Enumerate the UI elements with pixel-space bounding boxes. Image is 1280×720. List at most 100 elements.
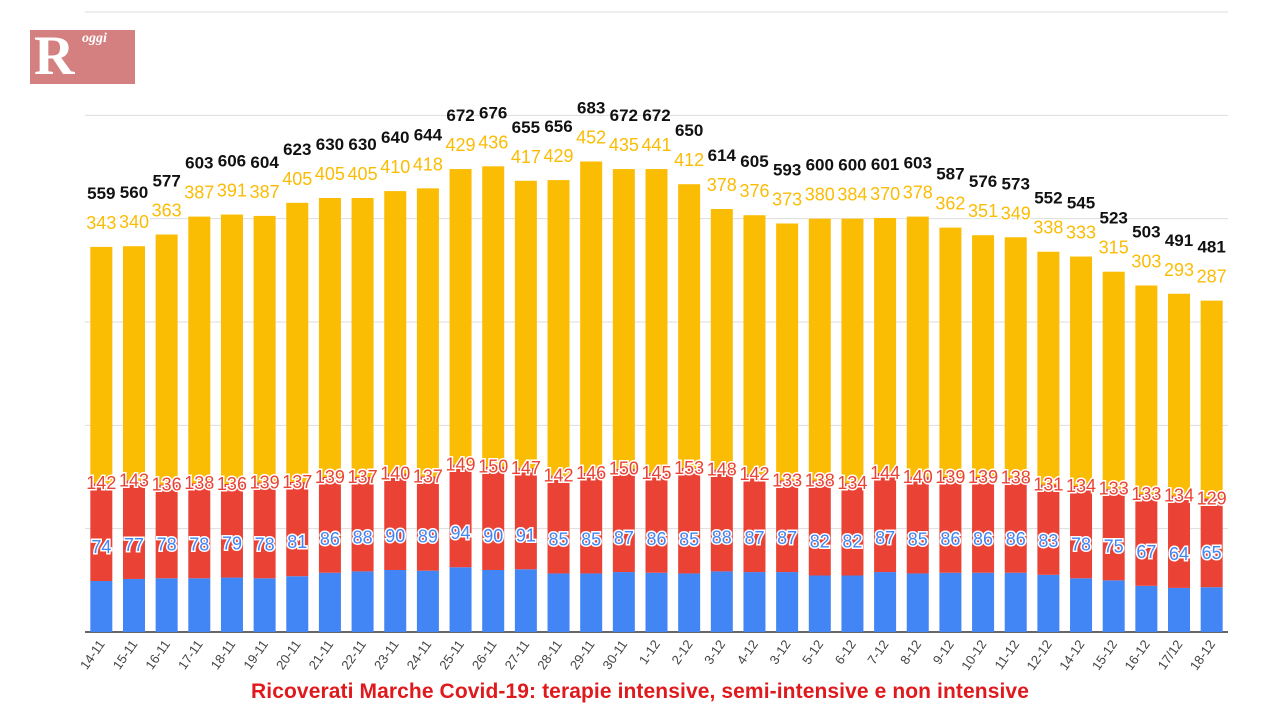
label-non-intensive: 405 xyxy=(282,169,312,189)
x-tick-label: 28-11 xyxy=(534,637,565,672)
bar-non-intensive xyxy=(220,214,243,484)
bar-intensive xyxy=(286,576,309,632)
x-tick-label: 7-12 xyxy=(864,637,891,667)
bar-semi-intensive xyxy=(547,475,570,574)
label-non-intensive: 378 xyxy=(903,183,933,203)
bar-intensive xyxy=(416,570,439,632)
x-tick-label: 11-12 xyxy=(991,637,1022,672)
bar-intensive xyxy=(384,570,407,632)
bar-non-intensive xyxy=(1037,251,1060,485)
label-non-intensive: 315 xyxy=(1099,238,1129,258)
label-intensive: 85 xyxy=(549,529,569,549)
label-semi-intensive: 142 xyxy=(86,473,116,493)
bar-non-intensive xyxy=(612,169,635,469)
label-intensive: 86 xyxy=(320,529,340,549)
label-intensive: 90 xyxy=(385,526,405,546)
label-non-intensive: 333 xyxy=(1066,223,1096,243)
label-non-intensive: 429 xyxy=(544,146,574,166)
bars xyxy=(90,161,1223,632)
x-tick-label: 16-12 xyxy=(1121,637,1152,673)
x-tick-label: 24-11 xyxy=(404,637,435,672)
label-total: 676 xyxy=(479,103,507,122)
bar-semi-intensive xyxy=(253,482,276,579)
label-non-intensive: 405 xyxy=(315,164,345,184)
x-tick-label: 15-11 xyxy=(110,637,141,672)
label-non-intensive: 370 xyxy=(870,184,900,204)
bar-semi-intensive xyxy=(351,477,374,572)
bar-non-intensive xyxy=(939,227,962,477)
bar-non-intensive xyxy=(743,215,766,475)
label-semi-intensive: 148 xyxy=(707,459,737,479)
label-intensive: 87 xyxy=(744,528,764,548)
label-semi-intensive: 144 xyxy=(870,463,900,483)
bar-semi-intensive xyxy=(612,468,635,573)
bar-intensive xyxy=(808,575,831,632)
label-semi-intensive: 143 xyxy=(119,470,149,490)
label-total: 576 xyxy=(969,172,997,191)
label-intensive: 87 xyxy=(777,528,797,548)
bar-intensive xyxy=(482,570,505,632)
bar-semi-intensive xyxy=(155,484,178,579)
bar-semi-intensive xyxy=(1168,495,1191,588)
x-tick-label: 18-12 xyxy=(1187,637,1218,673)
label-semi-intensive: 139 xyxy=(250,473,280,493)
label-semi-intensive: 131 xyxy=(1033,475,1063,495)
bar-non-intensive xyxy=(808,218,831,481)
label-intensive: 78 xyxy=(255,534,275,554)
x-tick-label: 19-11 xyxy=(240,637,271,672)
x-tick-label: 29-11 xyxy=(567,637,598,672)
bar-non-intensive xyxy=(122,246,145,481)
bar-semi-intensive xyxy=(906,477,929,574)
label-total: 523 xyxy=(1100,209,1128,228)
x-tick-label: 27-11 xyxy=(502,637,533,672)
bar-intensive xyxy=(1168,587,1191,632)
x-tick-label: 26-11 xyxy=(469,637,500,672)
logo-letter: R xyxy=(34,30,75,84)
label-total: 593 xyxy=(773,160,801,179)
label-intensive: 86 xyxy=(1006,529,1026,549)
label-non-intensive: 380 xyxy=(805,185,835,205)
bar-semi-intensive xyxy=(318,477,341,573)
x-tick-label: 10-12 xyxy=(958,637,989,673)
x-tick-label: 12-12 xyxy=(1023,637,1054,673)
bar-intensive xyxy=(90,581,113,632)
x-tick-label: 9-12 xyxy=(930,637,957,667)
label-total: 672 xyxy=(610,106,638,125)
x-tick-label: 3-12 xyxy=(766,637,793,667)
bar-semi-intensive xyxy=(384,473,407,570)
x-tick-label: 3-12 xyxy=(701,637,728,667)
label-semi-intensive: 134 xyxy=(1164,486,1194,506)
label-semi-intensive: 137 xyxy=(282,472,312,492)
label-intensive: 67 xyxy=(1136,542,1156,562)
bar-intensive xyxy=(580,573,603,632)
label-non-intensive: 417 xyxy=(511,147,541,167)
bar-non-intensive xyxy=(1168,293,1191,496)
x-tick-label: 18-11 xyxy=(208,637,239,672)
label-total: 577 xyxy=(152,172,180,191)
label-non-intensive: 387 xyxy=(184,183,214,203)
label-intensive: 85 xyxy=(679,529,699,549)
label-non-intensive: 405 xyxy=(348,164,378,184)
label-intensive: 88 xyxy=(712,527,732,547)
label-total: 587 xyxy=(936,165,964,184)
bar-semi-intensive xyxy=(1070,485,1093,579)
label-intensive: 91 xyxy=(516,525,536,545)
x-tick-label: 22-11 xyxy=(338,637,369,672)
bar-intensive xyxy=(155,578,178,632)
bar-intensive xyxy=(776,572,799,632)
x-tick-labels: 14-11 15-11 16-11 17-11 18-11 19-11 20-11 21-11… xyxy=(77,637,1218,673)
bar-intensive xyxy=(1200,587,1223,632)
bar-intensive xyxy=(841,575,864,632)
label-non-intensive: 349 xyxy=(1001,203,1031,223)
label-semi-intensive: 142 xyxy=(544,466,574,486)
bar-semi-intensive xyxy=(1037,484,1060,575)
label-non-intensive: 338 xyxy=(1033,218,1063,238)
label-intensive: 81 xyxy=(287,532,307,552)
bar-non-intensive xyxy=(678,184,701,469)
bar-non-intensive xyxy=(188,216,211,484)
bar-non-intensive xyxy=(253,215,276,483)
label-semi-intensive: 147 xyxy=(511,458,541,478)
bar-non-intensive xyxy=(1102,271,1125,489)
label-total: 560 xyxy=(120,183,148,202)
bar-intensive xyxy=(1102,580,1125,632)
